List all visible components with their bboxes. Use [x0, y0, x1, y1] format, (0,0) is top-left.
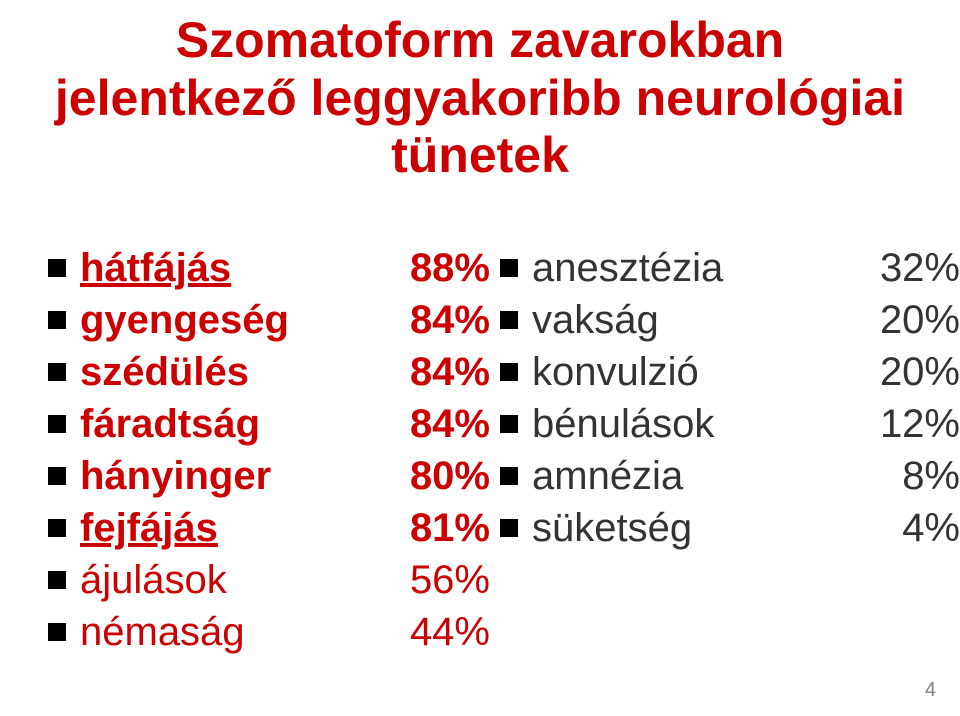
bullet-icon	[500, 519, 518, 537]
title-line-3: tünetek	[391, 127, 569, 183]
list-item: ájulások 56%	[48, 554, 490, 606]
list-item: gyengeség 84%	[48, 294, 490, 346]
bullet-icon	[500, 311, 518, 329]
bullet-icon	[500, 415, 518, 433]
list-item: vakság 20%	[500, 294, 960, 346]
list-item: fáradtság 84%	[48, 398, 490, 450]
page-number: 4	[925, 679, 936, 702]
item-label: ájulások	[80, 558, 227, 603]
item-value: 84%	[380, 350, 490, 395]
item-value: 80%	[380, 454, 490, 499]
bullet-icon	[500, 259, 518, 277]
list-item: bénulások 12%	[500, 398, 960, 450]
item-value: 81%	[380, 506, 490, 551]
list-item: konvulzió 20%	[500, 346, 960, 398]
list-item: fejfájás 81%	[48, 502, 490, 554]
item-value: 8%	[840, 454, 960, 499]
bullet-icon	[48, 571, 66, 589]
content-columns: hátfájás88%gyengeség84%szédülés84%fáradt…	[0, 242, 960, 658]
item-value: 56%	[380, 558, 490, 603]
bullet-icon	[500, 363, 518, 381]
item-label: hányinger	[80, 454, 271, 499]
item-label: süketség	[532, 506, 692, 551]
list-item: hátfájás 88%	[48, 242, 490, 294]
bullet-icon	[500, 467, 518, 485]
list-item: hányinger 80%	[48, 450, 490, 502]
item-label: anesztézia	[532, 246, 723, 291]
item-label: fejfájás	[80, 506, 218, 551]
list-item: némaság 44%	[48, 606, 490, 658]
bullet-icon	[48, 467, 66, 485]
right-column: anesztézia32%vakság20%konvulzió20%bénulá…	[490, 242, 960, 658]
item-value: 20%	[840, 298, 960, 343]
item-label: szédülés	[80, 350, 249, 395]
slide-title: Szomatoform zavarokban jelentkező leggya…	[0, 12, 960, 185]
left-column: hátfájás88%gyengeség84%szédülés84%fáradt…	[0, 242, 490, 658]
list-item: süketség 4%	[500, 502, 960, 554]
bullet-icon	[48, 623, 66, 641]
item-label: konvulzió	[532, 350, 699, 395]
list-item: amnézia 8%	[500, 450, 960, 502]
bullet-icon	[48, 363, 66, 381]
slide: Szomatoform zavarokban jelentkező leggya…	[0, 0, 960, 716]
item-label: vakság	[532, 298, 659, 343]
item-label: hátfájás	[80, 246, 231, 291]
item-label: bénulások	[532, 402, 714, 447]
item-label: fáradtság	[80, 402, 260, 447]
item-value: 4%	[840, 506, 960, 551]
title-line-2: jelentkező leggyakoribb neurológiai	[55, 70, 905, 126]
item-label: némaság	[80, 610, 245, 655]
bullet-icon	[48, 519, 66, 537]
item-value: 84%	[380, 298, 490, 343]
item-value: 44%	[380, 610, 490, 655]
item-value: 84%	[380, 402, 490, 447]
item-value: 88%	[380, 246, 490, 291]
title-line-1: Szomatoform zavarokban	[176, 12, 784, 68]
bullet-icon	[48, 311, 66, 329]
list-item: anesztézia 32%	[500, 242, 960, 294]
item-value: 12%	[840, 402, 960, 447]
bullet-icon	[48, 415, 66, 433]
bullet-icon	[48, 259, 66, 277]
item-label: amnézia	[532, 454, 683, 499]
list-item: szédülés 84%	[48, 346, 490, 398]
item-label: gyengeség	[80, 298, 289, 343]
item-value: 32%	[840, 246, 960, 291]
item-value: 20%	[840, 350, 960, 395]
